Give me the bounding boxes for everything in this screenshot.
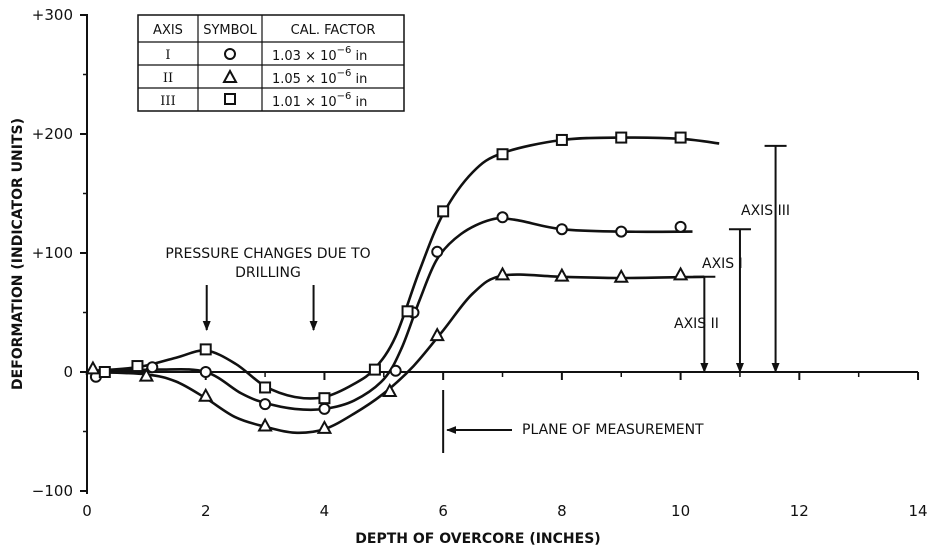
square-data-point: [401, 305, 414, 318]
square-data-point: [437, 205, 450, 218]
factor-exponent: −6: [337, 45, 352, 56]
factor-exponent: −6: [337, 68, 352, 79]
legend-row-axis: III: [160, 94, 175, 109]
x-tick-label: 0: [82, 502, 92, 520]
y-tick-label: 0: [63, 363, 73, 381]
square-data-point: [496, 148, 509, 161]
square-symbol-icon: [224, 93, 236, 105]
square-data-point: [98, 366, 111, 378]
x-axis-title: DEPTH OF OVERCORE (INCHES): [355, 531, 600, 547]
x-tick-label: 2: [201, 502, 211, 520]
plane-annotation: PLANE OF MEASUREMENT: [442, 390, 704, 453]
plane-marks: [442, 390, 512, 453]
square-data-point: [199, 343, 212, 356]
triangle-data-point: [672, 266, 689, 281]
circle-data-point: [555, 223, 568, 236]
x-tick-label: 12: [790, 502, 809, 520]
x-ticks: 0 2 4 6 8 10 12 14: [82, 372, 928, 520]
triangle-data-point: [494, 266, 511, 281]
series-markers: [85, 131, 689, 434]
triangle-data-point: [85, 360, 101, 375]
circle-symbol-icon: [224, 48, 236, 60]
series-line-ii: [92, 273, 705, 435]
y-tick-label: +100: [32, 244, 73, 262]
legend-row-axis: I: [165, 48, 170, 63]
triangle-data-point: [554, 267, 570, 282]
x-tick-label: 14: [908, 502, 927, 520]
triangle-data-point: [316, 419, 333, 434]
legend-row-axis: II: [163, 71, 173, 86]
dimension-label: AXIS I: [702, 256, 743, 272]
x-tick-label: 6: [438, 502, 448, 520]
triangle-data-point: [198, 387, 214, 402]
legend-table-border: [137, 14, 405, 112]
dimension-label: AXIS II: [674, 316, 719, 332]
y-tick-label: +200: [32, 125, 73, 143]
legend-row-factor: 1.03 × 10−6 in: [272, 45, 367, 64]
legend-header-axis: AXIS: [153, 23, 183, 38]
circle-data-point: [496, 211, 509, 224]
circle-data-point: [318, 402, 331, 415]
plane-label: PLANE OF MEASUREMENT: [522, 422, 704, 438]
factor-unit: in: [351, 95, 367, 110]
square-data-point: [615, 131, 628, 144]
pressure-annotation: PRESSURE CHANGES DUE TO DRILLING: [165, 246, 371, 331]
factor-base: 1.03 × 10: [272, 49, 337, 64]
circle-data-point: [615, 225, 628, 238]
factor-unit: in: [351, 72, 367, 87]
triangle-data-point: [429, 327, 445, 342]
square-data-point: [674, 131, 687, 144]
circle-data-point: [199, 366, 212, 378]
square-data-point: [555, 133, 568, 146]
square-data-point: [259, 381, 272, 394]
pressure-label-line2: DRILLING: [235, 265, 301, 281]
axes: 0 2 4 6 8 10 12 14 +300 +200 +100 0 −100: [32, 6, 928, 520]
circle-data-point: [431, 245, 444, 258]
square-data-point: [318, 392, 331, 405]
pressure-label-line1: PRESSURE CHANGES DUE TO: [165, 246, 370, 262]
dimension-label: AXIS III: [741, 203, 790, 219]
legend-row-factor: 1.05 × 10−6 in: [272, 68, 367, 87]
factor-unit: in: [351, 49, 367, 64]
square-data-point: [368, 363, 381, 376]
factor-base: 1.01 × 10: [272, 95, 337, 110]
factor-base: 1.05 × 10: [272, 72, 337, 87]
y-ticks: +300 +200 +100 0 −100: [32, 6, 87, 500]
x-tick-label: 10: [671, 502, 690, 520]
series-curves: [92, 136, 720, 435]
circle-data-point: [389, 364, 402, 377]
legend-header-symbol: SYMBOL: [203, 23, 257, 38]
circle-data-point: [674, 220, 687, 233]
factor-exponent: −6: [337, 91, 352, 102]
triangle-data-point: [138, 367, 155, 382]
triangle-symbol-icon: [222, 68, 238, 83]
triangle-data-point: [613, 268, 629, 283]
circle-data-point: [259, 398, 272, 411]
series-line-i: [95, 216, 693, 412]
y-tick-label: +300: [32, 6, 73, 24]
x-tick-label: 8: [557, 502, 567, 520]
legend-table: AXIS SYMBOL CAL. FACTOR I II III 1.03 × …: [137, 14, 405, 112]
triangle-data-point: [382, 382, 398, 398]
legend-row-factor: 1.01 × 10−6 in: [272, 91, 367, 110]
y-axis-title: DEFORMATION (INDICATOR UNITS): [10, 118, 26, 390]
legend-header-factor: CAL. FACTOR: [291, 23, 376, 38]
x-tick-label: 4: [320, 502, 330, 520]
square-data-point: [131, 360, 144, 373]
series-line-iii: [92, 136, 720, 400]
circle-data-point: [146, 361, 159, 374]
pressure-arrows: [202, 285, 318, 331]
dimension-lines: AXIS II AXIS I AXIS III: [674, 144, 790, 373]
y-tick-label: −100: [32, 482, 73, 500]
triangle-data-point: [257, 417, 273, 432]
